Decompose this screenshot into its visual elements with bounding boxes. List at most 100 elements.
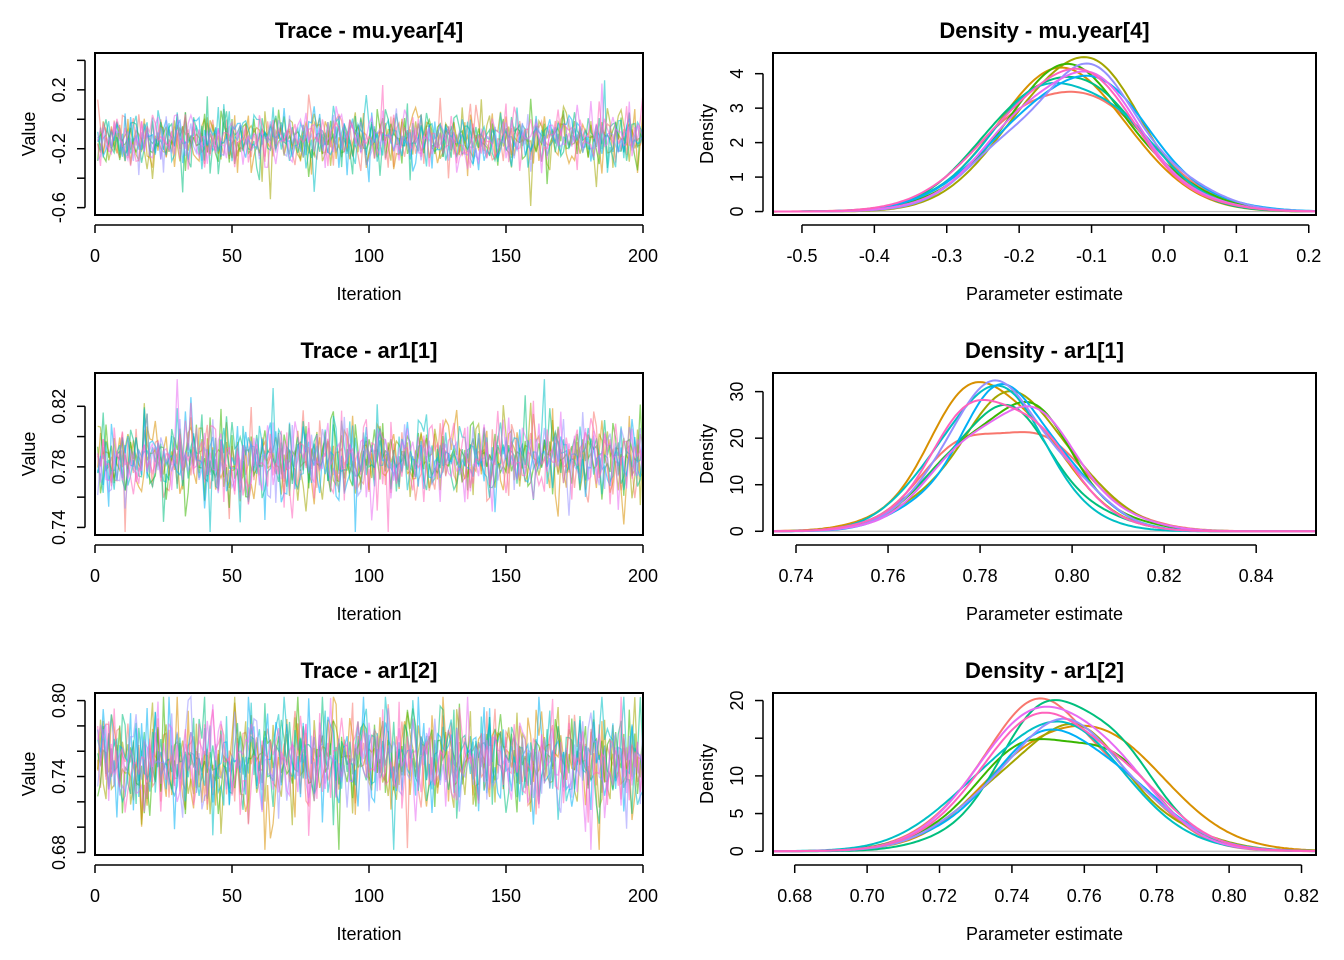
panel-trace-2: Trace - ar1[1]0 50 100 150 200Iteration0.740… bbox=[19, 338, 658, 624]
y-tick-label: 4 bbox=[727, 69, 747, 79]
density-chain-6 bbox=[773, 720, 1316, 853]
y-tick-label: 0.82 bbox=[49, 389, 69, 424]
density-chain-8 bbox=[773, 379, 1316, 533]
y-tick-label: 10 bbox=[727, 766, 747, 786]
x-tick-label: 200 bbox=[628, 566, 658, 586]
density-chain-3 bbox=[773, 722, 1316, 853]
x-tick-label: -0.3 bbox=[931, 246, 962, 266]
x-tick-label: 50 bbox=[222, 566, 242, 586]
trace-chain-7 bbox=[97, 106, 643, 183]
density-chain-6 bbox=[773, 81, 1316, 213]
density-chain-2 bbox=[773, 724, 1316, 853]
plot-frame bbox=[772, 692, 1317, 856]
density-chain-9 bbox=[773, 70, 1316, 213]
y-tick-label: 0.2 bbox=[49, 77, 69, 102]
x-tick-label: 0.2 bbox=[1296, 246, 1321, 266]
x-tick-label: 50 bbox=[222, 246, 242, 266]
plot-area bbox=[773, 697, 1316, 853]
x-tick-label: 150 bbox=[491, 886, 521, 906]
y-tick-label: 3 bbox=[727, 103, 747, 113]
y-tick-label: 5 bbox=[727, 809, 747, 819]
x-tick-label: 0.82 bbox=[1147, 566, 1182, 586]
y-axis: 0 1 2 3 4 bbox=[727, 69, 764, 217]
x-tick-label: 0.80 bbox=[1055, 566, 1090, 586]
density-chain-10 bbox=[773, 67, 1316, 213]
density-chain-4 bbox=[773, 62, 1316, 213]
y-tick-label: 10 bbox=[727, 475, 747, 495]
density-chain-7 bbox=[773, 382, 1316, 533]
x-tick-label: 0.76 bbox=[1067, 886, 1102, 906]
x-tick-label: 200 bbox=[628, 886, 658, 906]
x-tick-label: 150 bbox=[491, 246, 521, 266]
x-axis-label: Iteration bbox=[336, 604, 401, 624]
trace-chain-8 bbox=[97, 694, 643, 829]
y-tick-label: 30 bbox=[727, 382, 747, 402]
plot-area bbox=[97, 80, 643, 207]
panel-trace-0: Trace - mu.year[4] 0 50 100 150 200 Iteration -… bbox=[19, 18, 658, 304]
x-tick-label: 0 bbox=[90, 886, 100, 906]
y-axis-label: Density bbox=[697, 424, 717, 484]
x-axis: 0.74 0.76 0.78 0.80 0.82 0.84 bbox=[778, 544, 1274, 586]
y-axis: 0.68 0.74 0.80 bbox=[49, 683, 86, 870]
plot-frame bbox=[94, 52, 644, 216]
y-tick-label: 0 bbox=[727, 207, 747, 217]
plot-frame bbox=[772, 372, 1317, 536]
x-axis: 0 50 100 150 200 bbox=[90, 864, 658, 906]
x-axis-label: Iteration bbox=[336, 924, 401, 944]
y-tick-label: 2 bbox=[727, 138, 747, 148]
x-tick-label: -0.5 bbox=[786, 246, 817, 266]
x-axis-label: Parameter estimate bbox=[966, 284, 1123, 304]
y-axis-label: Value bbox=[19, 752, 39, 797]
x-tick-label: 0.70 bbox=[850, 886, 885, 906]
trace-chain-10 bbox=[97, 84, 643, 171]
y-tick-label: 0.74 bbox=[49, 759, 69, 794]
plot-area bbox=[773, 56, 1316, 213]
y-tick-label: 20 bbox=[727, 428, 747, 448]
y-tick-label: 0.68 bbox=[49, 835, 69, 870]
density-chain-8 bbox=[773, 62, 1316, 213]
panel-title: Trace - ar1[1] bbox=[301, 338, 438, 363]
density-chain-1 bbox=[773, 90, 1316, 213]
y-tick-label: -0.6 bbox=[49, 192, 69, 223]
x-tick-label: 0.74 bbox=[778, 566, 813, 586]
x-tick-label: 0.82 bbox=[1284, 886, 1319, 906]
x-tick-label: 0.78 bbox=[1139, 886, 1174, 906]
trace-chain-9 bbox=[97, 379, 643, 521]
y-tick-label: 0 bbox=[727, 526, 747, 536]
y-tick-label: 0.74 bbox=[49, 510, 69, 545]
x-tick-label: 150 bbox=[491, 566, 521, 586]
y-tick-label: -0.2 bbox=[49, 133, 69, 164]
x-tick-label: -0.2 bbox=[1004, 246, 1035, 266]
plot-frame bbox=[94, 692, 644, 856]
density-chain-2 bbox=[773, 381, 1316, 533]
x-tick-label: 0 bbox=[90, 246, 100, 266]
x-tick-label: 0.0 bbox=[1151, 246, 1176, 266]
y-tick-label: 0.80 bbox=[49, 683, 69, 718]
x-tick-label: 100 bbox=[354, 246, 384, 266]
y-tick-label: 0.78 bbox=[49, 449, 69, 484]
y-axis-label: Value bbox=[19, 112, 39, 157]
density-chain-9 bbox=[773, 705, 1316, 853]
x-tick-label: 100 bbox=[354, 886, 384, 906]
trace-chain-5 bbox=[97, 395, 643, 522]
panel-title: Density - ar1[1] bbox=[965, 338, 1124, 363]
panel-title: Density - ar1[2] bbox=[965, 658, 1124, 683]
trace-chain-9 bbox=[97, 83, 643, 174]
x-axis: -0.5 -0.4 -0.3 -0.2 -0.1 0.0 0.1 0.2 bbox=[786, 224, 1321, 266]
x-axis: 0.68 0.70 0.72 0.74 0.76 0.78 0.80 0.82 bbox=[777, 864, 1319, 906]
y-tick-label: 20 bbox=[727, 691, 747, 711]
panel-density-5: Density - ar1[2] 0.68 0.70 0.72 0.74 0.76 0.78… bbox=[697, 658, 1319, 944]
x-tick-label: 0.76 bbox=[871, 566, 906, 586]
plot-area bbox=[97, 379, 643, 533]
plot-frame bbox=[94, 372, 644, 536]
x-tick-label: 0.74 bbox=[994, 886, 1029, 906]
density-chain-5 bbox=[773, 403, 1316, 533]
x-axis: 0 50 100 150 200 bbox=[90, 224, 658, 266]
density-chain-6 bbox=[773, 384, 1316, 533]
y-axis-label: Value bbox=[19, 432, 39, 477]
y-tick-label: 1 bbox=[727, 172, 747, 182]
trace-chain-8 bbox=[97, 108, 643, 176]
x-tick-label: -0.4 bbox=[859, 246, 890, 266]
x-tick-label: -0.1 bbox=[1076, 246, 1107, 266]
panel-density-1: Density - mu.year[4] -0.5 -0.4 -0.3 -0.2 -0.1… bbox=[697, 18, 1321, 304]
